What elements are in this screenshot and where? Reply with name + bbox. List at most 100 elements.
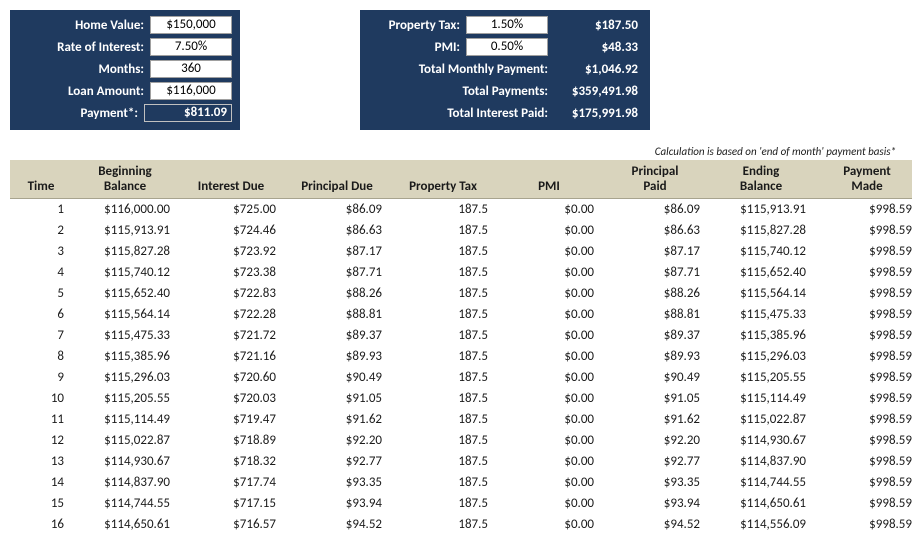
cell-ppaid: $91.05	[602, 388, 708, 409]
table-row: 9$115,296.03$720.60$90.49187.5$0.00$90.4…	[10, 367, 912, 388]
table-row: 7$115,475.33$721.72$89.37187.5$0.00$89.3…	[10, 325, 912, 346]
cell-payment: $998.59	[814, 199, 912, 221]
cell-ptax: 187.5	[390, 304, 496, 325]
cell-begin: $115,475.33	[72, 325, 178, 346]
cell-principal_due: $86.63	[284, 220, 390, 241]
cell-pmi: $0.00	[496, 430, 602, 451]
cell-end: $115,385.96	[708, 325, 814, 346]
cell-ppaid: $93.94	[602, 493, 708, 514]
th-time: Time	[10, 160, 72, 199]
th-payment-made: PaymentMade	[814, 160, 912, 199]
input-rate[interactable]: 7.50%	[150, 38, 232, 56]
cell-principal_due: $91.62	[284, 409, 390, 430]
cell-payment: $998.59	[814, 220, 912, 241]
cell-pmi: $0.00	[496, 283, 602, 304]
cell-end: $115,205.55	[708, 367, 814, 388]
cell-end: $115,114.49	[708, 388, 814, 409]
th-interest-due: Interest Due	[178, 160, 284, 199]
cell-begin: $115,114.49	[72, 409, 178, 430]
table-row: 16$114,650.61$716.57$94.52187.5$0.00$94.…	[10, 514, 912, 535]
cell-end: $115,475.33	[708, 304, 814, 325]
cell-interest: $723.92	[178, 241, 284, 262]
cell-time: 13	[10, 451, 72, 472]
cell-interest: $724.46	[178, 220, 284, 241]
label-total-payments: Total Payments:	[366, 84, 548, 99]
cell-ptax: 187.5	[390, 493, 496, 514]
cell-interest: $721.72	[178, 325, 284, 346]
th-ending-balance: EndingBalance	[708, 160, 814, 199]
cell-time: 2	[10, 220, 72, 241]
label-total-interest: Total Interest Paid:	[366, 106, 548, 121]
th-begin-balance: BeginningBalance	[72, 160, 178, 199]
table-row: 8$115,385.96$721.16$89.93187.5$0.00$89.9…	[10, 346, 912, 367]
cell-ppaid: $90.49	[602, 367, 708, 388]
cell-ppaid: $94.52	[602, 514, 708, 535]
cell-ptax: 187.5	[390, 199, 496, 221]
cell-interest: $722.83	[178, 283, 284, 304]
input-property-tax[interactable]: 1.50%	[466, 16, 548, 34]
cell-time: 8	[10, 346, 72, 367]
cell-interest: $720.03	[178, 388, 284, 409]
cell-ppaid: $86.63	[602, 220, 708, 241]
cell-payment: $998.59	[814, 493, 912, 514]
cell-begin: $115,564.14	[72, 304, 178, 325]
cell-ptax: 187.5	[390, 220, 496, 241]
cell-ptax: 187.5	[390, 409, 496, 430]
label-loan-amount: Loan Amount:	[16, 84, 144, 99]
label-total-monthly: Total Monthly Payment:	[366, 62, 548, 77]
table-row: 5$115,652.40$722.83$88.26187.5$0.00$88.2…	[10, 283, 912, 304]
cell-pmi: $0.00	[496, 199, 602, 221]
cell-begin: $114,744.55	[72, 493, 178, 514]
cell-payment: $998.59	[814, 409, 912, 430]
cell-time: 9	[10, 367, 72, 388]
cell-time: 3	[10, 241, 72, 262]
label-payment: Payment*:	[16, 106, 138, 121]
cell-time: 16	[10, 514, 72, 535]
cell-begin: $114,930.67	[72, 451, 178, 472]
calc-note: Calculation is based on 'end of month' p…	[10, 145, 902, 158]
amortization-table: Time BeginningBalance Interest Due Princ…	[10, 160, 912, 535]
th-pmi: PMI	[496, 160, 602, 199]
cell-time: 10	[10, 388, 72, 409]
input-months[interactable]: 360	[150, 60, 232, 78]
cell-begin: $115,205.55	[72, 388, 178, 409]
input-home-value[interactable]: $150,000	[150, 16, 232, 34]
cell-pmi: $0.00	[496, 325, 602, 346]
cell-principal_due: $89.93	[284, 346, 390, 367]
cell-end: $114,837.90	[708, 451, 814, 472]
label-rate: Rate of Interest:	[16, 40, 144, 55]
input-pmi[interactable]: 0.50%	[466, 38, 548, 56]
cell-payment: $998.59	[814, 304, 912, 325]
cell-end: $115,740.12	[708, 241, 814, 262]
value-total-payments: $359,491.98	[554, 84, 642, 99]
cell-ptax: 187.5	[390, 262, 496, 283]
cell-principal_due: $89.37	[284, 325, 390, 346]
cell-time: 11	[10, 409, 72, 430]
cell-ppaid: $92.20	[602, 430, 708, 451]
cell-interest: $717.15	[178, 493, 284, 514]
cell-ptax: 187.5	[390, 388, 496, 409]
table-header-row: Time BeginningBalance Interest Due Princ…	[10, 160, 912, 199]
th-principal-paid: PrincipalPaid	[602, 160, 708, 199]
cell-interest: $718.89	[178, 430, 284, 451]
cell-pmi: $0.00	[496, 514, 602, 535]
cell-principal_due: $86.09	[284, 199, 390, 221]
cell-payment: $998.59	[814, 346, 912, 367]
cell-payment: $998.59	[814, 472, 912, 493]
cell-begin: $115,827.28	[72, 241, 178, 262]
cell-interest: $718.32	[178, 451, 284, 472]
cell-pmi: $0.00	[496, 304, 602, 325]
input-loan-amount[interactable]: $116,000	[150, 82, 232, 100]
cell-ppaid: $92.77	[602, 451, 708, 472]
cell-interest: $723.38	[178, 262, 284, 283]
cell-ppaid: $91.62	[602, 409, 708, 430]
cell-ptax: 187.5	[390, 514, 496, 535]
cell-ptax: 187.5	[390, 430, 496, 451]
table-row: 1$116,000.00$725.00$86.09187.5$0.00$86.0…	[10, 199, 912, 221]
cell-time: 7	[10, 325, 72, 346]
cell-payment: $998.59	[814, 262, 912, 283]
table-row: 6$115,564.14$722.28$88.81187.5$0.00$88.8…	[10, 304, 912, 325]
label-pmi: PMI:	[366, 40, 460, 55]
value-property-tax: $187.50	[554, 18, 642, 33]
th-property-tax: Property Tax	[390, 160, 496, 199]
